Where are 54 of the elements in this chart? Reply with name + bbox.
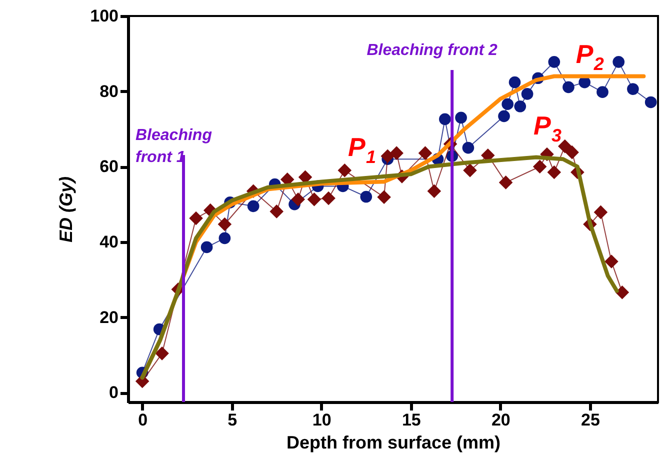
point xyxy=(455,112,467,124)
x-tick-label: 20 xyxy=(491,410,510,430)
x-tick-label: 25 xyxy=(581,410,600,430)
y-tick-label: 60 xyxy=(100,157,118,176)
point xyxy=(565,145,579,160)
point xyxy=(627,83,639,95)
point xyxy=(270,204,284,218)
point xyxy=(390,146,404,160)
point xyxy=(462,142,474,154)
y-tick-label: 20 xyxy=(100,308,118,327)
point xyxy=(200,241,213,254)
x-axis-title: Depth from surface (mm) xyxy=(286,432,501,452)
point xyxy=(439,113,451,126)
point xyxy=(498,110,510,122)
point xyxy=(322,191,336,206)
point xyxy=(427,184,442,198)
point xyxy=(189,211,203,226)
point xyxy=(594,205,608,220)
point xyxy=(604,254,618,268)
point xyxy=(338,164,352,178)
point xyxy=(596,86,608,98)
point xyxy=(291,192,305,206)
point xyxy=(612,56,625,68)
point xyxy=(521,88,534,100)
point xyxy=(547,165,562,180)
x-tick-label: 0 xyxy=(138,410,148,430)
y-tick-label: 40 xyxy=(100,232,118,252)
point xyxy=(615,286,630,300)
x-tick-label: 5 xyxy=(228,410,238,430)
point xyxy=(548,56,560,68)
x-tick-label: 10 xyxy=(312,410,332,430)
point xyxy=(463,164,477,178)
point xyxy=(508,76,521,88)
point xyxy=(532,160,547,174)
point xyxy=(418,146,432,160)
point xyxy=(155,346,169,360)
point xyxy=(498,176,513,190)
point xyxy=(380,149,395,163)
point xyxy=(562,81,574,94)
y-tick-label: 80 xyxy=(100,82,118,101)
point xyxy=(644,96,657,108)
y-tick-label: 0 xyxy=(109,383,118,402)
x-tick-label: 15 xyxy=(402,410,421,430)
point xyxy=(377,190,391,204)
y-axis-title: ED (Gy) xyxy=(56,176,76,243)
point xyxy=(502,98,514,110)
point xyxy=(218,217,232,232)
point xyxy=(218,232,231,244)
point xyxy=(360,190,372,203)
point xyxy=(247,200,260,212)
y-tick-label: 100 xyxy=(90,6,118,26)
point xyxy=(514,100,526,112)
ref-line-label: Bleaching front 2 xyxy=(366,42,498,60)
point xyxy=(307,192,322,206)
